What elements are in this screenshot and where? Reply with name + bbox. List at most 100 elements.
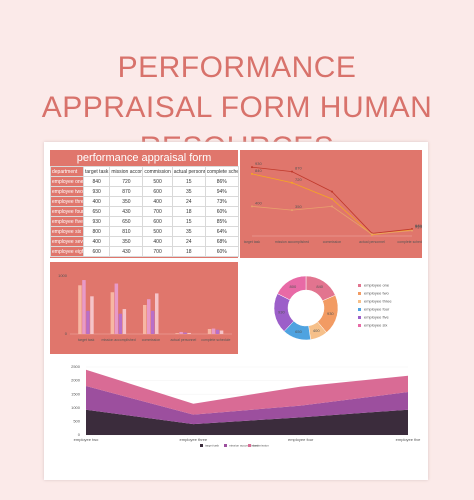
bar (183, 332, 187, 334)
data-label: 650 (295, 329, 302, 334)
line-point (251, 205, 253, 208)
line-point (411, 228, 413, 231)
data-label: 720 (295, 177, 302, 182)
table-cell: 24 (171, 196, 206, 207)
bar (219, 330, 224, 334)
y-tick-label: 1000 (71, 405, 81, 410)
table-cell: 86% (204, 176, 239, 187)
y-tick-label: 500 (73, 418, 80, 423)
sheet: performance appraisal form department tar… (44, 142, 428, 480)
table-cell: 35 (171, 186, 206, 197)
area-series (86, 369, 408, 415)
table-cell: employee five (50, 216, 84, 227)
table-cell: 650 (109, 216, 144, 227)
table-cell: 60% (204, 246, 239, 257)
table-row: employee five 930 650 600 15 85% (50, 216, 239, 227)
area-series (86, 409, 408, 435)
table-row: employee eight 600 430 700 18 60% (50, 246, 239, 257)
data-label: 94% (415, 223, 422, 228)
table-cell: 700 (142, 246, 173, 257)
data-label: 840 (316, 284, 323, 289)
bar (90, 296, 94, 334)
table-cell: 64% (204, 226, 239, 237)
bar (86, 310, 90, 334)
data-label: 930 (278, 309, 285, 314)
x-tick-label: complete schedule (397, 240, 422, 244)
x-tick-label: complete schedule (201, 338, 230, 342)
x-tick-label: commission (323, 240, 342, 244)
bar (114, 283, 119, 334)
line-point (291, 170, 293, 173)
bar (155, 293, 159, 334)
table-cell: employee two (50, 186, 84, 197)
table-cell: 400 (82, 196, 111, 207)
table-cell: 500 (142, 176, 173, 187)
table-cell: 18 (171, 246, 206, 257)
legend-swatch (248, 444, 251, 447)
legend-label: employee three (364, 299, 392, 304)
table-cell: commission (142, 166, 173, 177)
line-point (291, 181, 293, 184)
table-cell: 720 (109, 176, 144, 187)
table-cell: 350 (109, 236, 144, 247)
table-cell: 840 (82, 176, 111, 187)
data-label: 86% (415, 224, 422, 229)
table-cell: 870 (109, 186, 144, 197)
line-series (251, 205, 413, 235)
legend-swatch (200, 444, 203, 447)
table-panel: performance appraisal form department tar… (50, 150, 239, 258)
x-tick-label: employee two (74, 437, 99, 442)
table-cell: 18 (171, 206, 206, 217)
legend-label: employee one (364, 283, 390, 288)
y-tick-label: 2000 (71, 378, 81, 383)
table-cell: 930 (82, 186, 111, 197)
legend-label: employee two (364, 291, 389, 296)
legend-swatch (358, 324, 361, 327)
line-point (331, 198, 333, 200)
x-tick-label: target task (78, 338, 95, 342)
y-tick-label: 0 (65, 331, 68, 336)
table-row: employee one 840 720 500 15 86% (50, 176, 239, 187)
bar (110, 292, 115, 334)
line-series (251, 166, 413, 234)
bar (118, 313, 123, 334)
x-tick-label: actual personnel (171, 338, 197, 342)
donut-chart: 840 employee one 930 employee two 400 employe… (273, 275, 392, 341)
table-cell: employee one (50, 176, 84, 187)
bar (122, 309, 127, 334)
table-cell: 600 (142, 186, 173, 197)
table-cell: 24 (171, 236, 206, 247)
bar (82, 280, 86, 334)
table-cell: 600 (82, 246, 111, 257)
x-tick-label: employee three (180, 437, 208, 442)
table-cell: employee seven (50, 236, 84, 247)
bar (151, 310, 155, 334)
table-row: employee seven4003504002468% (50, 236, 239, 247)
table-cell: 810 (109, 226, 144, 237)
table-cell: 650 (82, 206, 111, 217)
table-cell: 600 (142, 216, 173, 227)
y-tick-label: 1500 (71, 391, 81, 396)
table-cell: target task (82, 166, 111, 177)
table-cell: 60% (204, 206, 239, 217)
table-cell: 800 (82, 226, 111, 237)
area-series (86, 386, 408, 425)
table-cell: 73% (204, 196, 239, 207)
legend-label: commission (253, 443, 269, 447)
table-cell: 68% (204, 236, 239, 247)
table-cell: employee four (50, 206, 84, 217)
donut-slice (277, 275, 307, 301)
table-cell: 15 (171, 216, 206, 227)
data-label: 350 (295, 204, 302, 209)
line-point (331, 190, 333, 193)
data-label: 400 (255, 200, 262, 205)
line-point (291, 209, 293, 212)
table-cell: 15 (171, 176, 206, 187)
legend-label: employee six (364, 323, 387, 328)
x-tick-label: employee four (288, 437, 314, 442)
legend-label: employee four (364, 307, 390, 312)
table-cell: 500 (142, 226, 173, 237)
line-chart: 840 720 86% 930 870 94% 400 350 73% target task mi… (240, 150, 422, 258)
